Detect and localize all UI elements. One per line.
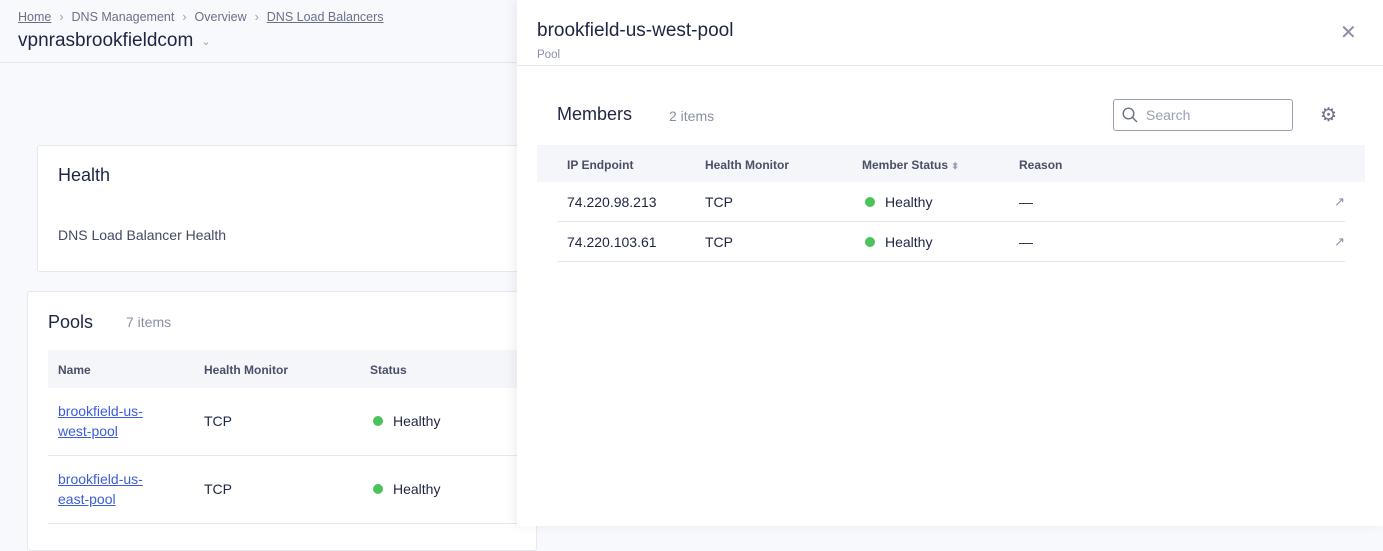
reason: — — [1019, 234, 1033, 250]
pools-table-header: Name Health Monitor Status — [48, 350, 538, 388]
breadcrumb: Home › DNS Management › Overview › DNS Load… — [18, 10, 384, 24]
col-health-monitor: Health Monitor — [705, 158, 789, 172]
members-title: Members — [557, 104, 633, 124]
chevron-right-icon: › — [254, 10, 259, 24]
panel-title: brookfield-us-west-pool — [537, 20, 734, 41]
table-row: 74.220.103.61 TCP Healthy — ↗ — [557, 222, 1345, 262]
breadcrumb-overview: Overview — [194, 10, 247, 24]
chevron-right-icon: › — [59, 10, 64, 24]
health-title: Health — [58, 165, 111, 185]
pools-title: Pools — [48, 312, 94, 332]
status: Healthy — [373, 481, 440, 497]
healthy-dot-icon — [865, 237, 875, 247]
members-table-header: IP Endpoint Health Monitor Member Status… — [537, 145, 1365, 182]
pool-link[interactable]: brookfield-us-east-pool — [58, 471, 143, 507]
col-name: Name — [58, 363, 91, 377]
status-label: Healthy — [393, 481, 441, 497]
healthy-dot-icon — [373, 416, 383, 426]
breadcrumb-dns-load-balancers[interactable]: DNS Load Balancers — [266, 10, 384, 24]
page-title: vpnrasbrookfieldcom — [18, 30, 194, 51]
member-status: Healthy — [865, 234, 932, 250]
reason: — — [1019, 194, 1033, 210]
divider — [0, 62, 517, 63]
health-monitor: TCP — [705, 194, 733, 210]
members-count: 2 items — [669, 108, 715, 124]
pool-link[interactable]: brookfield-us-west-pool — [58, 403, 143, 439]
health-monitor: TCP — [705, 234, 733, 250]
close-icon[interactable]: ✕ — [1340, 22, 1357, 44]
table-row: 74.220.98.213 TCP Healthy — ↗ — [557, 182, 1345, 222]
health-subtitle: DNS Load Balancer Health — [58, 227, 227, 243]
health-monitor: TCP — [204, 413, 232, 429]
sort-icon: ⬍ — [951, 161, 959, 171]
divider — [517, 65, 1383, 66]
ip-endpoint: 74.220.103.61 — [567, 234, 657, 250]
col-health-monitor: Health Monitor — [204, 363, 288, 377]
healthy-dot-icon — [373, 484, 383, 494]
pool-detail-panel: brookfield-us-west-pool Pool ✕ Members 2… — [517, 0, 1383, 526]
chevron-right-icon: › — [182, 10, 187, 24]
search-icon — [1122, 107, 1138, 123]
breadcrumb-home[interactable]: Home — [18, 10, 52, 24]
member-status: Healthy — [865, 194, 932, 210]
col-member-status-label: Member Status — [862, 158, 949, 172]
external-link-icon[interactable]: ↗ — [1334, 194, 1345, 209]
chevron-down-icon: ⌄ — [201, 35, 211, 48]
table-row: brookfield-us-west-pool TCP Healthy — [48, 388, 538, 456]
col-reason: Reason — [1019, 158, 1063, 172]
health-monitor: TCP — [204, 481, 232, 497]
search-field[interactable] — [1113, 99, 1293, 131]
col-status: Status — [370, 363, 407, 377]
search-input[interactable] — [1146, 107, 1276, 123]
healthy-dot-icon — [865, 197, 875, 207]
zone-selector[interactable]: vpnrasbrookfieldcom ⌄ — [18, 30, 211, 52]
status-label: Healthy — [885, 194, 933, 210]
col-member-status[interactable]: Member Status ⬍ — [862, 158, 959, 172]
status-label: Healthy — [885, 234, 933, 250]
ip-endpoint: 74.220.98.213 — [567, 194, 657, 210]
col-ip-endpoint: IP Endpoint — [567, 158, 634, 172]
status-label: Healthy — [393, 413, 441, 429]
gear-icon[interactable]: ⚙ — [1320, 105, 1338, 126]
pools-count: 7 items — [126, 314, 172, 330]
breadcrumb-dns-management: DNS Management — [71, 10, 175, 24]
panel-subtitle: Pool — [537, 49, 561, 61]
pools-card: Pools 7 items Name Health Monitor Status… — [27, 291, 538, 551]
health-card: Health DNS Load Balancer Health — [37, 145, 537, 272]
external-link-icon[interactable]: ↗ — [1334, 234, 1345, 249]
table-row: brookfield-us-east-pool TCP Healthy — [48, 456, 538, 524]
status: Healthy — [373, 413, 440, 429]
